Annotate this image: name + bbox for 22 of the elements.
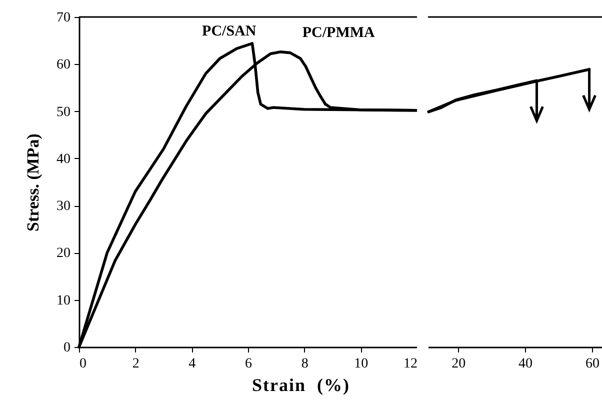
x-tick-label: 2 <box>132 356 140 372</box>
series-label: PC/SAN <box>202 23 256 40</box>
x-tick-label: 40 <box>518 356 533 372</box>
y-tick-label: 40 <box>56 152 70 167</box>
y-tick-label: 20 <box>56 246 70 262</box>
x-tick-label: 8 <box>301 356 308 372</box>
x-tick-label: 60 <box>585 356 600 372</box>
x-tick-label: 4 <box>188 356 196 372</box>
y-tick-label: 70 <box>56 10 70 26</box>
y-tick-label: 60 <box>56 58 70 73</box>
y-tick-label: 10 <box>56 293 70 308</box>
x-tick-label: 6 <box>245 356 252 372</box>
x-tick-label: 0 <box>80 356 86 372</box>
y-axis-title: Stress. (MPa) <box>24 134 42 232</box>
x-tick-label: 20 <box>452 356 466 372</box>
y-tick-label: 30 <box>56 199 70 214</box>
y-tick-label: 50 <box>56 104 70 120</box>
x-axis-title: Strain (%) <box>251 375 351 396</box>
x-tick-label: 12 <box>404 356 418 372</box>
y-tick-label: 0 <box>64 340 70 356</box>
x-tick-label: 10 <box>354 356 368 372</box>
series-label: PC/PMMA <box>302 24 376 41</box>
